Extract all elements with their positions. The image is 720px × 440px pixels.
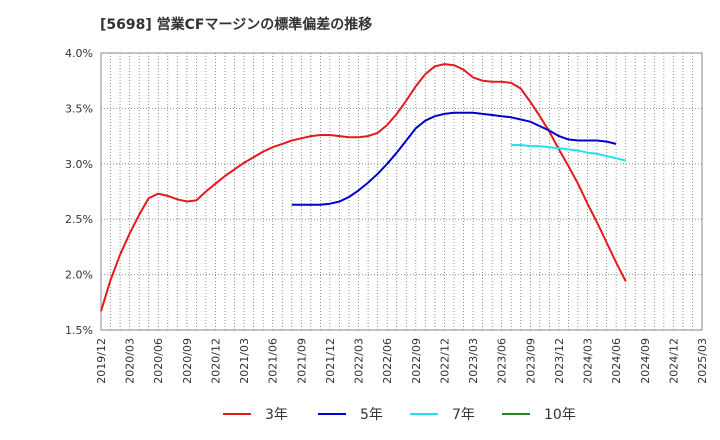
x-tick-label: 2021/12 <box>324 338 337 384</box>
x-tick-label: 2020/09 <box>181 338 194 384</box>
x-tick-label: 2024/03 <box>582 338 595 384</box>
y-tick-label: 2.5% <box>65 213 93 226</box>
x-tick-label: 2022/06 <box>381 338 394 384</box>
x-tick-label: 2022/09 <box>410 338 423 384</box>
x-tick-label: 2019/12 <box>95 338 108 384</box>
legend-label: 5年 <box>360 407 383 423</box>
y-tick-label: 3.5% <box>65 102 93 115</box>
x-tick-label: 2023/03 <box>467 338 480 384</box>
legend-label: 3年 <box>265 407 288 423</box>
x-tick-label: 2021/03 <box>238 338 251 384</box>
x-tick-label: 2025/03 <box>696 338 709 384</box>
x-tick-label: 2024/06 <box>610 338 623 384</box>
x-tick-label: 2021/06 <box>267 338 280 384</box>
y-tick-label: 3.0% <box>65 158 93 171</box>
plot-area <box>100 52 703 331</box>
x-tick-label: 2022/03 <box>353 338 366 384</box>
x-tick-label: 2023/12 <box>553 338 566 384</box>
y-tick-label: 4.0% <box>65 47 93 60</box>
x-tick-label: 2021/09 <box>295 338 308 384</box>
x-tick-label: 2020/06 <box>152 338 165 384</box>
x-tick-label: 2020/03 <box>124 338 137 384</box>
x-tick-label: 2024/09 <box>639 338 652 384</box>
chart-title: [5698] 営業CFマージンの標準偏差の推移 <box>100 17 373 33</box>
y-tick-label: 1.5% <box>65 324 93 337</box>
series-line-0 <box>100 63 627 312</box>
y-tick-label: 2.0% <box>65 269 93 282</box>
x-tick-label: 2020/12 <box>209 338 222 384</box>
x-tick-label: 2022/12 <box>438 338 451 384</box>
x-tick-label: 2024/12 <box>667 338 680 384</box>
legend-label: 7年 <box>452 407 475 423</box>
legend-label: 10年 <box>544 407 576 423</box>
x-tick-label: 2023/06 <box>496 338 509 384</box>
x-tick-label: 2023/09 <box>524 338 537 384</box>
